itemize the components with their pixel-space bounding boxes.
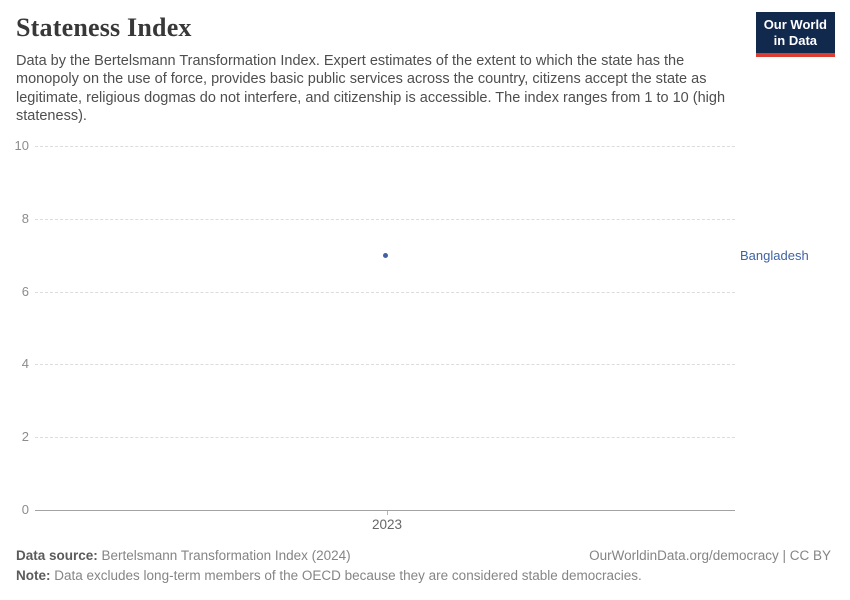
gridline-y-8 xyxy=(35,218,735,220)
gridline-y-0 xyxy=(35,510,735,511)
gridline-y-6 xyxy=(35,291,735,293)
y-axis-tick-label-0: 0 xyxy=(21,502,29,517)
y-axis-tick-label-10: 10 xyxy=(14,138,29,153)
footer-license-link[interactable]: OurWorldinData.org/democracy | CC BY xyxy=(589,548,831,563)
data-point-bangladesh[interactable] xyxy=(382,252,388,258)
x-axis-tick-label: 2023 xyxy=(371,517,403,532)
y-axis-tick-label-8: 8 xyxy=(21,210,29,226)
gridline-y-10 xyxy=(35,146,735,147)
owid-logo-text-line1: Our World xyxy=(763,17,827,32)
entity-label-bangladesh[interactable]: Bangladesh xyxy=(740,248,809,264)
gridline-y-4 xyxy=(35,364,735,366)
footer-data-source: Data source: Bertelsmann Transformation … xyxy=(16,548,351,563)
owid-logo-text-line2: in Data xyxy=(773,33,818,48)
y-axis-tick-label-4: 4 xyxy=(21,356,29,372)
y-axis-tick-label-6: 6 xyxy=(21,283,29,299)
y-axis-tick-label-2: 2 xyxy=(21,429,29,445)
chart-subtitle: Data by the Bertelsmann Transformation I… xyxy=(16,53,726,125)
data-source-text: Bertelsmann Transformation Index (2024) xyxy=(97,548,351,563)
footer-note: Note: Data excludes long-term members of… xyxy=(16,568,796,583)
owid-logo[interactable]: Our World in Data xyxy=(755,12,835,57)
data-source-label: Data source: xyxy=(16,548,98,563)
note-label: Note: xyxy=(16,568,51,583)
note-text: Data excludes long-term members of the O… xyxy=(50,568,642,583)
gridline-y-2 xyxy=(35,437,735,439)
chart-title: Stateness Index xyxy=(16,13,192,42)
x-axis-tick xyxy=(387,510,388,515)
